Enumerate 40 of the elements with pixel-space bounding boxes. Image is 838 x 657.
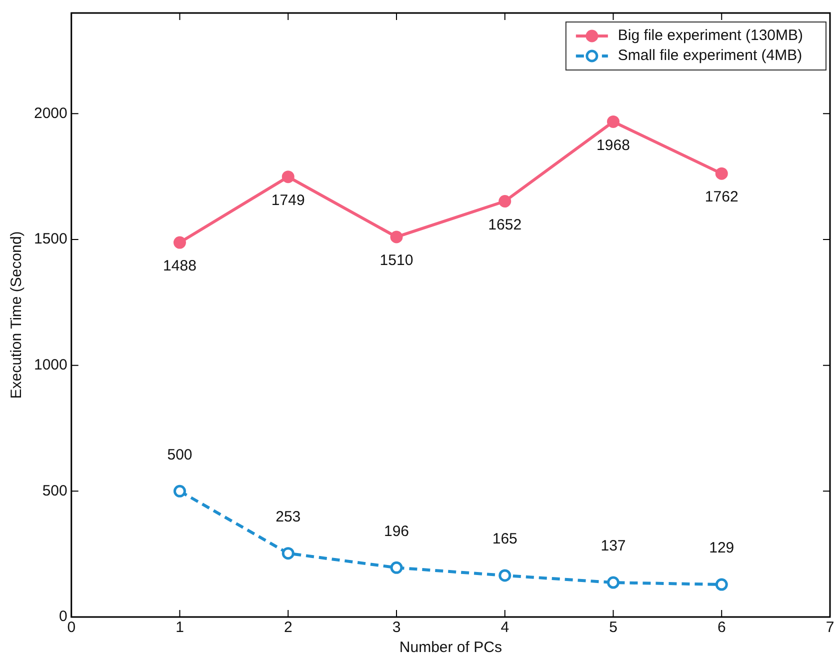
point [390,561,403,574]
point [282,547,294,560]
data-label: 165 [492,530,518,548]
y-tick-label: 2000 [34,104,68,122]
x-tick-label: 5 [609,619,618,636]
point [715,578,728,591]
x-tick-label: 4 [500,619,510,636]
data-label: 129 [709,540,734,557]
point [498,569,512,582]
point [390,230,403,244]
data-label: 1762 [704,188,738,206]
point [715,167,728,180]
data-label: 1749 [271,192,305,209]
legend-label: Small file experiment (4MB) [618,47,802,64]
y-tick-label: 1500 [34,230,68,248]
data-label: 1488 [163,258,196,275]
legend-label: Big file experiment (130MB) [618,27,804,44]
data-label: 137 [600,538,626,555]
x-tick-label: 6 [717,619,726,636]
point [607,115,620,128]
data-label: 196 [384,522,410,540]
y-tick-label: 1000 [34,356,68,374]
x-axis-title: Number of PCs [399,639,502,656]
point [498,194,512,208]
point [173,236,186,249]
x-tick-label: 2 [284,619,292,636]
data-label: 253 [276,508,301,526]
point [173,484,186,498]
point [282,170,294,184]
y-tick-label: 500 [42,482,68,500]
x-tick-label: 3 [392,619,401,636]
data-label: 1652 [488,216,522,234]
point [607,576,620,589]
data-label: 1510 [380,252,414,270]
x-tick-label: 7 [826,619,834,636]
x-tick-label: 1 [176,619,184,636]
data-label: 1968 [596,136,630,154]
data-label: 500 [167,446,192,464]
y-tick-label: 0 [59,608,68,626]
y-axis-title: Execution Time (Second) [8,231,26,399]
